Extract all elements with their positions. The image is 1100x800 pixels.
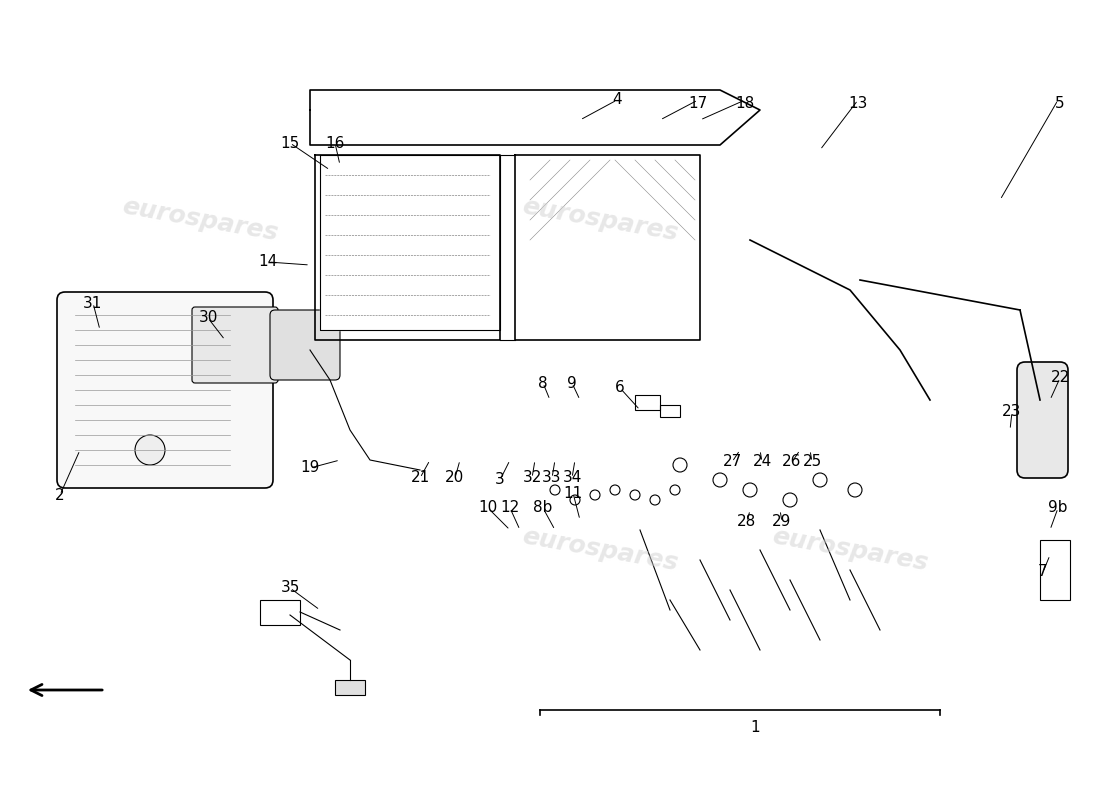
- Text: 22: 22: [1050, 370, 1069, 386]
- Polygon shape: [310, 90, 760, 145]
- Circle shape: [673, 458, 688, 472]
- Circle shape: [650, 495, 660, 505]
- Circle shape: [135, 435, 165, 465]
- Bar: [370, 295, 400, 315]
- Text: 18: 18: [736, 95, 755, 110]
- Bar: [260, 600, 300, 625]
- Text: 27: 27: [723, 454, 741, 470]
- Circle shape: [630, 490, 640, 500]
- Bar: [336, 680, 365, 695]
- Circle shape: [590, 490, 600, 500]
- Text: eurospares: eurospares: [520, 525, 680, 575]
- Text: 6: 6: [615, 381, 625, 395]
- Circle shape: [713, 473, 727, 487]
- Circle shape: [610, 485, 620, 495]
- Text: eurospares: eurospares: [770, 525, 930, 575]
- Circle shape: [670, 485, 680, 495]
- Text: 34: 34: [562, 470, 582, 486]
- Text: 29: 29: [772, 514, 792, 530]
- Text: 25: 25: [802, 454, 822, 470]
- Text: 21: 21: [410, 470, 430, 486]
- Text: 10: 10: [478, 501, 497, 515]
- Text: 15: 15: [280, 135, 299, 150]
- Text: 3: 3: [495, 473, 505, 487]
- Text: eurospares: eurospares: [120, 194, 279, 246]
- Circle shape: [742, 483, 757, 497]
- Polygon shape: [320, 155, 500, 330]
- Text: 9: 9: [568, 375, 576, 390]
- Circle shape: [570, 495, 580, 505]
- Text: 7: 7: [1038, 565, 1048, 579]
- Bar: [660, 405, 680, 417]
- Text: 1: 1: [750, 721, 760, 735]
- Text: 16: 16: [326, 135, 344, 150]
- Text: 28: 28: [737, 514, 757, 530]
- Bar: [635, 395, 660, 410]
- FancyBboxPatch shape: [1018, 362, 1068, 478]
- Circle shape: [848, 483, 862, 497]
- Circle shape: [550, 485, 560, 495]
- Text: 4: 4: [613, 93, 621, 107]
- Text: 19: 19: [300, 461, 320, 475]
- Text: 8: 8: [538, 375, 548, 390]
- Text: 13: 13: [848, 95, 868, 110]
- Text: 24: 24: [752, 454, 771, 470]
- Circle shape: [813, 473, 827, 487]
- Text: 5: 5: [1055, 95, 1065, 110]
- Text: 17: 17: [689, 95, 707, 110]
- Text: 32: 32: [522, 470, 541, 486]
- Text: 2: 2: [55, 487, 65, 502]
- Text: 8b: 8b: [534, 501, 552, 515]
- Text: 14: 14: [258, 254, 277, 270]
- Text: 26: 26: [782, 454, 802, 470]
- FancyBboxPatch shape: [57, 292, 273, 488]
- Text: 30: 30: [198, 310, 218, 326]
- Text: 35: 35: [280, 581, 299, 595]
- FancyBboxPatch shape: [192, 307, 278, 383]
- FancyBboxPatch shape: [270, 310, 340, 380]
- Text: 33: 33: [542, 470, 562, 486]
- Text: 11: 11: [563, 486, 583, 501]
- Bar: [1040, 540, 1070, 600]
- Text: 20: 20: [446, 470, 464, 486]
- Text: 9b: 9b: [1048, 501, 1068, 515]
- Text: eurospares: eurospares: [520, 194, 680, 246]
- Circle shape: [783, 493, 798, 507]
- Text: 31: 31: [84, 295, 102, 310]
- Text: 12: 12: [500, 501, 519, 515]
- Text: 23: 23: [1002, 405, 1022, 419]
